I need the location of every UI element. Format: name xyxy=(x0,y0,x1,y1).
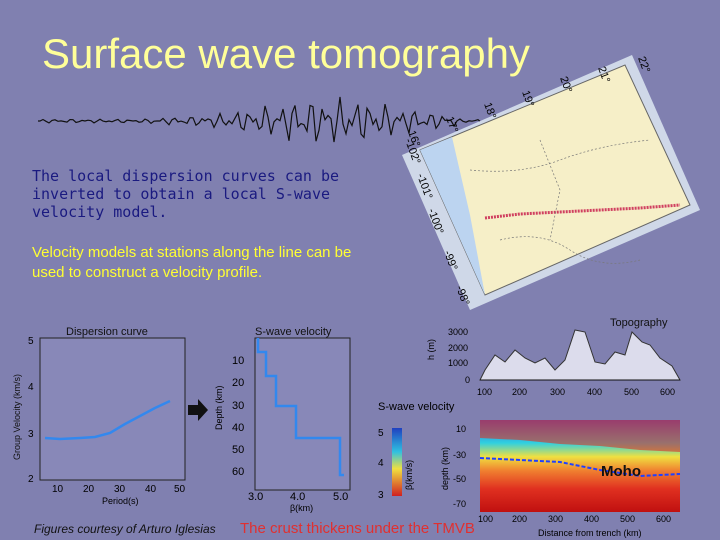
topography-ytick-3: 0 xyxy=(465,375,470,385)
lat-label-6: 16° xyxy=(405,129,422,149)
section-xtick-5: 600 xyxy=(656,514,671,524)
topography-ytick-1: 2000 xyxy=(448,343,468,353)
map-coast xyxy=(420,137,485,295)
lat-label-4: 18° xyxy=(481,101,498,121)
topography-xtick-5: 600 xyxy=(660,387,675,397)
swave-ylabel: Depth (km) xyxy=(214,385,224,430)
topography-panel: Topography h (m) 3000 2000 1000 0 100 20… xyxy=(426,317,681,397)
dispersion-ytick-2: 3 xyxy=(28,429,34,440)
section-xtick-4: 500 xyxy=(620,514,635,524)
legend-title-line: S-wave velocity xyxy=(378,401,455,413)
swave-ytick-5: 60 xyxy=(232,466,244,478)
topography-ytick-0: 3000 xyxy=(448,327,468,337)
lat-label-2: 20° xyxy=(557,75,574,95)
profile-paragraph: Velocity models at stations along the li… xyxy=(32,244,352,281)
swave-ytick-4: 50 xyxy=(232,444,244,456)
topography-title: Topography xyxy=(610,317,668,329)
legend-unit: β(km/s) xyxy=(404,460,414,490)
moho-line xyxy=(479,457,681,478)
lat-label-1: 21° xyxy=(595,65,612,85)
swave-xtick-0: 3.0 xyxy=(248,491,263,503)
slide-title: Surface wave tomography xyxy=(42,30,530,77)
swave-panel: S-wave velocity Depth (km) 10 20 30 40 5… xyxy=(214,326,351,513)
swave-title: S-wave velocity xyxy=(255,326,332,338)
velocity-model-curve xyxy=(256,338,344,477)
section-ylabel: depth (km) xyxy=(440,447,450,490)
topography-xtick-3: 400 xyxy=(587,387,602,397)
section-ytick-0: 10 xyxy=(456,424,466,434)
section-ytick-2: -50 xyxy=(453,474,466,484)
section-xlabel: Distance from trench (km) xyxy=(538,528,642,538)
topography-profile xyxy=(479,329,681,381)
map-borders xyxy=(469,139,651,264)
dispersion-panel: Dispersion curve Group Velocity (km/s) 5… xyxy=(12,326,186,506)
station-line xyxy=(484,203,681,220)
dispersion-xtick-0: 10 xyxy=(52,484,64,495)
lat-label-3: 19° xyxy=(519,89,536,109)
lat-label-0: 22° xyxy=(635,55,652,75)
dispersion-title: Dispersion curve xyxy=(66,326,148,338)
dispersion-curve xyxy=(44,399,171,441)
section-xtick-2: 300 xyxy=(548,514,563,524)
legend-tick-2: 3 xyxy=(378,490,384,501)
topography-xtick-1: 200 xyxy=(512,387,527,397)
dispersion-xtick-2: 30 xyxy=(114,484,126,495)
section-upper-layer xyxy=(480,420,680,452)
dispersion-ylabel: Group Velocity (km/s) xyxy=(12,374,22,460)
map-figure: 22° 21° 20° 19° 18° 17° 16° -102° -101° … xyxy=(402,55,700,310)
swave-ytick-2: 30 xyxy=(232,400,244,412)
swave-xlabel: β(km) xyxy=(290,503,313,513)
section-ytick-1: -30 xyxy=(453,450,466,460)
inversion-paragraph: The local dispersion curves can be inver… xyxy=(32,167,340,221)
swave-xtick-2: 5.0 xyxy=(333,491,348,503)
topography-xtick-4: 500 xyxy=(624,387,639,397)
section-ytick-3: -70 xyxy=(453,499,466,509)
swave-ytick-0: 10 xyxy=(232,355,244,367)
topography-xtick-2: 300 xyxy=(550,387,565,397)
legend-tick-1: 4 xyxy=(378,458,384,469)
section-xtick-3: 400 xyxy=(584,514,599,524)
legend-colorbar xyxy=(392,428,402,496)
topography-ytick-2: 1000 xyxy=(448,358,468,368)
moho-label: Moho xyxy=(601,463,641,480)
dispersion-ytick-3: 2 xyxy=(28,474,34,485)
section-xtick-0: 100 xyxy=(478,514,493,524)
dispersion-ytick-0: 5 xyxy=(28,336,34,347)
seismogram-trace xyxy=(38,96,521,143)
figure-credit: Figures courtesy of Arturo Iglesias xyxy=(34,522,216,536)
swave-ytick-3: 40 xyxy=(232,422,244,434)
conclusion-text: The crust thickens under the TMVB xyxy=(240,520,475,537)
dispersion-xlabel: Period(s) xyxy=(102,496,139,506)
dispersion-xtick-4: 50 xyxy=(174,484,186,495)
swave-xtick-1: 4.0 xyxy=(290,491,305,503)
right-arrow-icon xyxy=(188,399,208,421)
topography-ylabel: h (m) xyxy=(426,339,436,360)
section-xtick-1: 200 xyxy=(512,514,527,524)
legend-tick-0: 5 xyxy=(378,428,384,439)
dispersion-xtick-3: 40 xyxy=(145,484,157,495)
section-panel: S-wave velocity 5 4 3 β(km/s) depth (km)… xyxy=(378,401,681,538)
dispersion-ytick-1: 4 xyxy=(28,382,34,393)
lat-label-5: 17° xyxy=(443,115,460,135)
dispersion-xtick-1: 20 xyxy=(83,484,95,495)
swave-ytick-1: 20 xyxy=(232,377,244,389)
topography-xtick-0: 100 xyxy=(477,387,492,397)
